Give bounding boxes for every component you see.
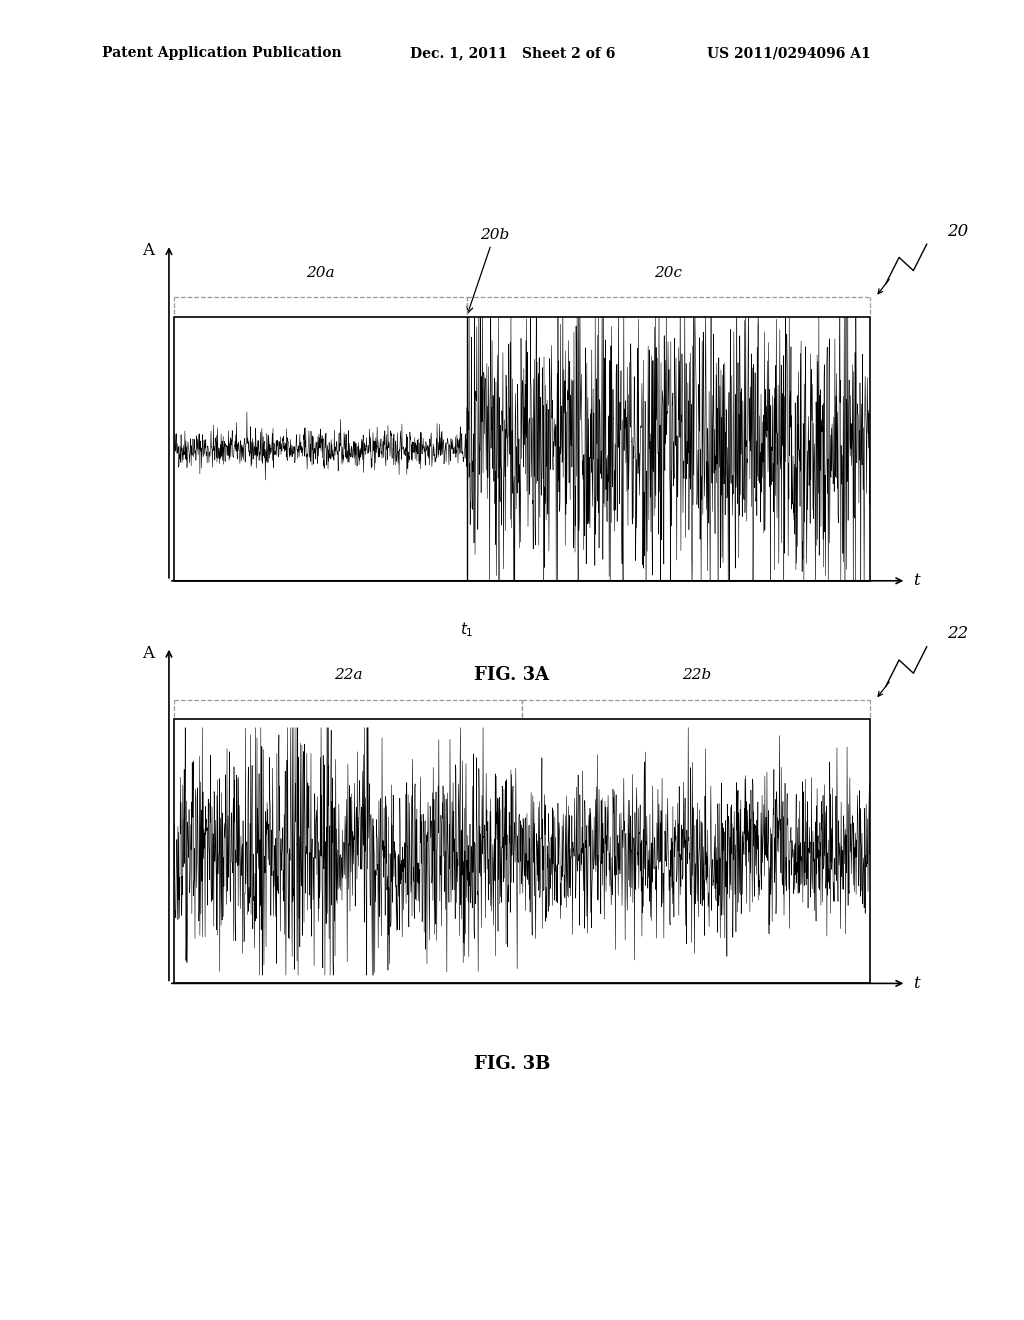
Text: Patent Application Publication: Patent Application Publication <box>102 46 342 61</box>
Text: 22b: 22b <box>682 668 711 682</box>
Text: 20b: 20b <box>467 228 509 313</box>
Text: t: t <box>913 975 920 991</box>
Text: $t_1$: $t_1$ <box>460 620 473 639</box>
Text: FIG. 3B: FIG. 3B <box>474 1055 550 1073</box>
Text: 22: 22 <box>947 626 969 642</box>
Text: US 2011/0294096 A1: US 2011/0294096 A1 <box>707 46 870 61</box>
Text: 22a: 22a <box>334 668 362 682</box>
Text: 20a: 20a <box>306 265 335 280</box>
Text: 20: 20 <box>947 223 969 239</box>
Text: Dec. 1, 2011   Sheet 2 of 6: Dec. 1, 2011 Sheet 2 of 6 <box>410 46 615 61</box>
Text: t: t <box>913 573 920 589</box>
Text: 20c: 20c <box>654 265 682 280</box>
Text: A: A <box>142 243 155 259</box>
Text: FIG. 3A: FIG. 3A <box>474 665 550 684</box>
Text: A: A <box>142 645 155 661</box>
